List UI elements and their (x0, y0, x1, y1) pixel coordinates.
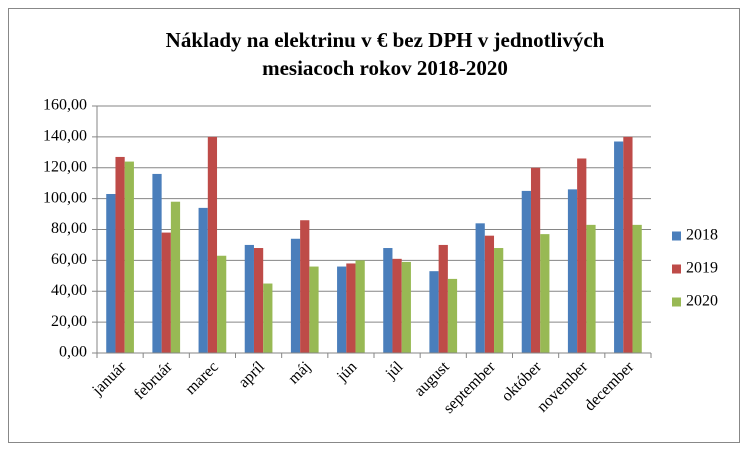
bar (207, 136, 218, 353)
bar (632, 224, 642, 353)
y-tick-label: 20,00 (51, 313, 87, 330)
bar (309, 266, 319, 353)
bar (124, 161, 134, 353)
bar (392, 258, 402, 353)
bar (198, 207, 208, 353)
bar (521, 190, 531, 353)
bar (115, 156, 125, 353)
y-tick-label: 120,00 (43, 158, 87, 175)
y-tick-label: 140,00 (43, 128, 87, 145)
bar (447, 278, 458, 353)
bar (152, 173, 162, 353)
bar (253, 248, 264, 353)
bar (244, 244, 254, 353)
bar (161, 232, 171, 353)
bar (614, 141, 624, 353)
y-tick-label: 0,00 (59, 344, 87, 361)
legend-label: 2019 (686, 260, 718, 277)
legend-swatch (672, 297, 681, 307)
y-tick-label: 80,00 (51, 220, 87, 237)
legend-label: 2018 (686, 227, 718, 244)
bar (494, 248, 504, 353)
bar (346, 263, 356, 353)
bar (263, 283, 273, 353)
bar (540, 234, 550, 353)
bar (170, 201, 181, 353)
y-tick-label: 40,00 (51, 282, 87, 299)
bar (438, 244, 448, 353)
bar (401, 261, 411, 353)
legend-swatch (672, 231, 681, 241)
y-tick-label: 60,00 (51, 251, 87, 268)
y-tick-label: 100,00 (43, 189, 87, 206)
bar (475, 223, 485, 353)
bar (586, 224, 596, 353)
legend-label: 2020 (686, 293, 718, 310)
chart-title: mesiacoch rokov 2018-2020 (262, 56, 508, 80)
bar (567, 189, 578, 353)
legend-swatch (672, 264, 681, 274)
bar (429, 271, 439, 353)
bar (530, 167, 541, 353)
bar (106, 193, 116, 353)
bar (300, 220, 310, 353)
bar (355, 260, 365, 353)
bar (337, 266, 347, 353)
chart-title: Náklady na elektrinu v € bez DPH v jedno… (166, 28, 605, 52)
y-tick-label: 160,00 (43, 97, 87, 114)
bar (217, 255, 227, 353)
bar (290, 238, 301, 353)
bar (383, 248, 393, 353)
bar (577, 158, 587, 353)
bar (623, 136, 633, 353)
bar (484, 235, 495, 353)
